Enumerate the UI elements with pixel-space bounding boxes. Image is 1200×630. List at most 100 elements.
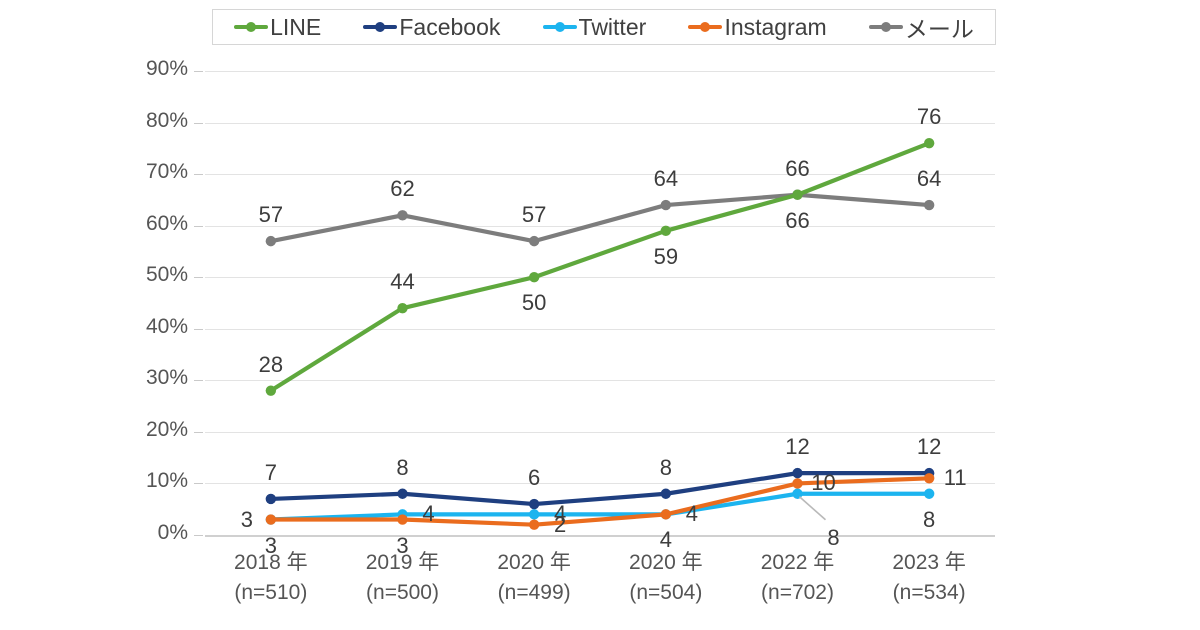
y-axis-tick-label: 60% (145, 211, 188, 235)
gridline (205, 328, 995, 330)
gridline (205, 71, 995, 72)
x-axis-line (205, 535, 995, 537)
data-label-facebook-5: 12 (916, 434, 942, 460)
data-label-line-1: 44 (390, 269, 415, 295)
x-axis-tick-sample-size: (n=702) (761, 581, 834, 605)
data-point-marker (923, 199, 935, 211)
data-label-instagram-0: 3 (264, 532, 277, 558)
y-axis-tick-label: 0% (157, 521, 188, 544)
y-tick-mark (194, 483, 203, 485)
gridline (205, 174, 995, 176)
legend-marker-twitter-icon (542, 20, 577, 34)
data-point-marker (265, 493, 277, 505)
legend-label-line: LINE (270, 13, 322, 40)
legend-item-twitter[interactable]: Twitter (542, 14, 646, 41)
data-point-marker (528, 509, 540, 520)
data-label-twitter-1: 4 (422, 501, 435, 527)
data-point-marker (660, 225, 672, 237)
x-axis-tick-year: 2020 年 (629, 551, 703, 574)
data-point-marker (265, 385, 277, 396)
y-tick-mark (194, 122, 203, 124)
y-axis-tick-label: 30% (145, 366, 188, 390)
gridline (205, 122, 995, 124)
data-label-メール-3: 64 (653, 166, 679, 192)
x-axis-tick-label: 2022 年 (n=702) (718, 548, 878, 609)
series-line-line (268, 141, 932, 393)
x-axis-tick-sample-size: (n=504) (629, 581, 703, 605)
data-point-marker (923, 473, 935, 484)
x-axis-tick-sample-size: (n=500) (366, 581, 439, 605)
series-line-facebook (268, 471, 932, 507)
data-label-leader-line (798, 496, 827, 521)
data-label-twitter-2: 4 (554, 501, 567, 527)
data-point-marker (528, 498, 540, 510)
data-label-instagram-5: 11 (943, 465, 967, 491)
data-label-メール-1: 62 (390, 176, 415, 202)
legend-marker-instagram-icon (688, 20, 723, 34)
legend-item-line[interactable]: LINE (234, 14, 321, 41)
x-axis-tick-sample-size: (n=534) (892, 581, 966, 605)
data-point-marker (528, 235, 540, 247)
data-point-marker (265, 514, 277, 525)
x-axis-tick-year: 2023 年 (892, 551, 966, 574)
y-tick-mark (194, 174, 203, 176)
data-point-marker (792, 478, 803, 489)
gridline (205, 277, 995, 279)
legend-label-mail: メール (904, 16, 974, 42)
y-tick-mark (194, 380, 203, 382)
legend-item-instagram[interactable]: Instagram (688, 13, 827, 41)
x-axis-tick-year: 2022 年 (760, 551, 835, 574)
y-axis-tick-label: 90% (145, 57, 188, 80)
data-label-facebook-0: 7 (264, 459, 277, 485)
data-label-line-4: 66 (785, 155, 810, 181)
data-label-facebook-3: 8 (659, 454, 672, 480)
series-line-instagram (268, 476, 932, 527)
gridline (205, 380, 995, 382)
gridline (205, 225, 995, 227)
data-label-instagram-2: 2 (554, 511, 567, 537)
y-axis-tick-label: 10% (145, 469, 188, 493)
x-axis-tick-year: 2020 年 (497, 551, 571, 574)
data-point-marker (397, 302, 408, 314)
data-label-line-0: 28 (258, 351, 284, 377)
y-tick-mark (194, 535, 203, 536)
data-label-line-5: 76 (916, 104, 942, 130)
x-axis-tick-label: 2023 年 (n=534) (849, 548, 1009, 609)
data-point-marker (265, 235, 277, 247)
data-point-marker (660, 488, 672, 499)
legend-item-mail[interactable]: メール (868, 10, 974, 44)
data-label-facebook-2: 6 (528, 465, 541, 491)
data-point-marker (397, 514, 408, 525)
legend-item-facebook[interactable]: Facebook (363, 14, 500, 41)
data-point-marker (660, 199, 672, 211)
data-point-marker (397, 488, 408, 499)
x-axis-tick-year: 2018 年 (234, 551, 308, 574)
data-label-メール-2: 57 (521, 202, 547, 228)
data-label-twitter-4: 8 (827, 524, 840, 550)
x-axis-tick-year: 2019 年 (365, 551, 440, 574)
data-label-line-3: 59 (653, 243, 679, 269)
data-label-facebook-1: 8 (396, 454, 409, 480)
x-axis-tick-sample-size: (n=499) (497, 581, 571, 605)
x-axis-tick-label: 2020 年 (n=504) (586, 548, 746, 609)
legend-label-facebook: Facebook (399, 13, 501, 40)
data-label-メール-5: 64 (916, 166, 942, 192)
y-axis-tick-label: 50% (145, 263, 188, 287)
x-axis-tick-sample-size: (n=510) (234, 581, 308, 605)
data-point-marker (923, 488, 935, 499)
data-label-twitter-5: 8 (923, 506, 936, 532)
legend-marker-line-icon (234, 20, 269, 34)
gridline (205, 483, 995, 485)
y-tick-mark (194, 431, 203, 433)
y-axis-tick-label: 20% (145, 417, 188, 441)
gridline (205, 431, 995, 433)
chart-legend: LINE Facebook Twitter Instagram メール (212, 9, 996, 45)
y-tick-mark (194, 71, 203, 72)
data-label-メール-0: 57 (258, 202, 284, 228)
legend-label-instagram: Instagram (724, 13, 827, 40)
data-point-marker (528, 272, 540, 283)
y-tick-mark (194, 328, 203, 330)
data-point-marker (528, 519, 540, 530)
data-label-instagram-3: 4 (659, 527, 672, 553)
series-line-メール (268, 192, 932, 244)
